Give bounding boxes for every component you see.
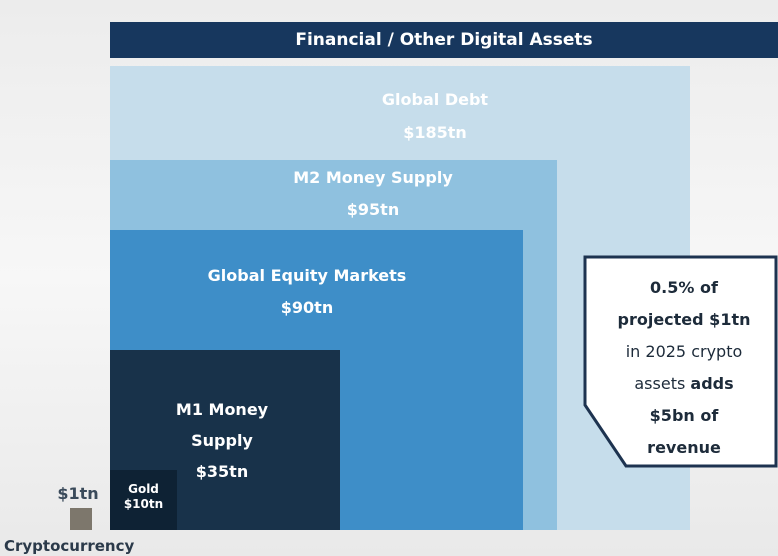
crypto-box [70, 508, 92, 530]
box-label: M1 Money Supply [175, 400, 269, 450]
box-label: M2 Money Supply [293, 168, 453, 187]
box-amount: $90tn [280, 298, 334, 317]
callout-text: 0.5% of projected $1tn in 2025 crypto asset… [598, 272, 770, 464]
crypto-amount: $1tn [57, 484, 99, 503]
callout-line: projected $1tn [598, 304, 770, 336]
callout-line: assets adds [598, 368, 770, 400]
callout-segment: 0.5% of [650, 278, 718, 297]
callout-line: $5bn of [598, 400, 770, 432]
box-label: Gold [128, 482, 159, 496]
callout-line: in 2025 crypto [598, 336, 770, 368]
box-amount: $10tn [123, 497, 164, 511]
callout-segment: $5bn of [649, 406, 719, 425]
box-amount: $95tn [346, 200, 400, 219]
callout-segment: adds [690, 374, 734, 393]
box-label: Global Debt [381, 90, 489, 109]
callout-line: revenue [598, 432, 770, 464]
callout-segment: in 2025 crypto [625, 342, 743, 361]
box-amount: $35tn [195, 462, 249, 481]
header-title: Financial / Other Digital Assets [295, 30, 593, 50]
callout-segment: assets [634, 374, 691, 393]
box-label: Global Equity Markets [207, 266, 407, 285]
box-amount: $185tn [403, 123, 467, 142]
callout-segment: projected $1tn [617, 310, 751, 329]
callout-segment: revenue [647, 438, 721, 457]
callout-box [583, 255, 778, 468]
crypto-label: Cryptocurrency [4, 537, 135, 555]
gold-box [110, 470, 177, 530]
header-bar [110, 22, 778, 58]
callout-line: 0.5% of [598, 272, 770, 304]
